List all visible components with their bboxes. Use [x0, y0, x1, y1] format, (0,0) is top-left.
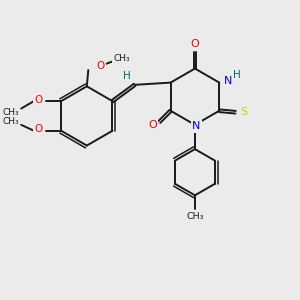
Text: O: O: [190, 39, 199, 49]
Text: O: O: [148, 120, 157, 130]
Text: H: H: [122, 71, 130, 81]
Text: O: O: [35, 94, 43, 105]
Text: CH₃: CH₃: [186, 212, 204, 221]
Text: CH₃: CH₃: [113, 54, 130, 63]
Text: CH₃: CH₃: [2, 108, 19, 117]
Text: N: N: [192, 121, 201, 131]
Text: S: S: [240, 107, 247, 117]
Text: O: O: [97, 61, 105, 71]
Text: CH₃: CH₃: [2, 117, 19, 126]
Text: H: H: [233, 70, 241, 80]
Text: O: O: [35, 124, 43, 134]
Text: N: N: [224, 76, 232, 86]
